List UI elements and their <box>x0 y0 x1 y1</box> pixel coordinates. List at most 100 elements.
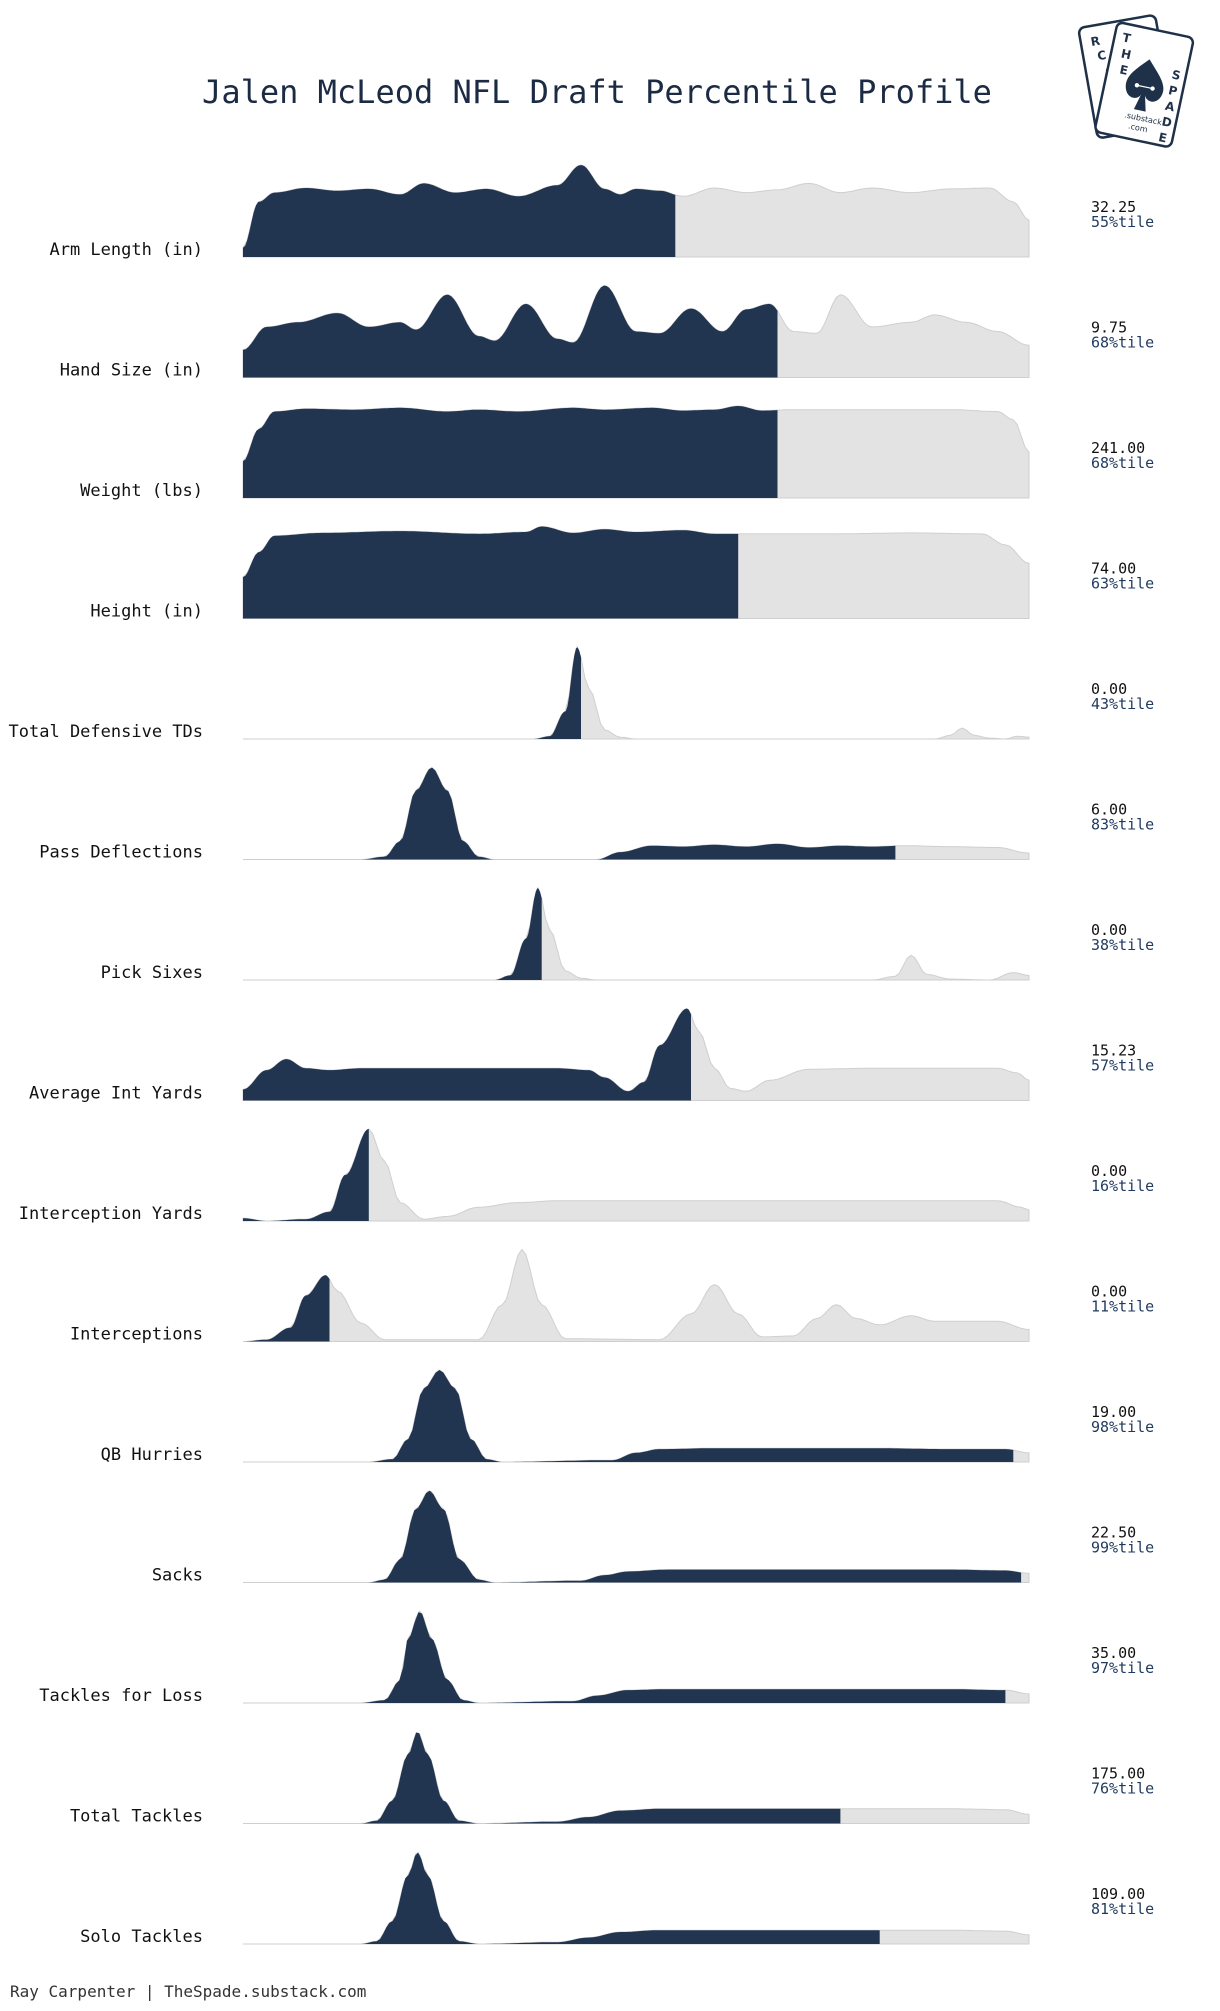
density-percentile-fill <box>243 1275 330 1342</box>
row-percentile: 57%tile <box>1091 1057 1154 1075</box>
row-label: QB Hurries <box>101 1445 203 1465</box>
svg-text:C: C <box>1096 48 1107 63</box>
row-percentile: 43%tile <box>1091 695 1154 713</box>
row-percentile: 97%tile <box>1091 1659 1154 1677</box>
density-percentile-fill <box>243 767 896 860</box>
row-percentile: 55%tile <box>1091 213 1154 231</box>
row-label: Tackles for Loss <box>39 1686 203 1706</box>
row-value: 74.00 <box>1091 560 1136 578</box>
row-label: Hand Size (in) <box>60 361 203 381</box>
row-value: 241.00 <box>1091 439 1145 457</box>
row-value: 175.00 <box>1091 1765 1145 1783</box>
density-background <box>243 886 1030 981</box>
density-percentile-fill <box>243 1370 1014 1462</box>
row-percentile: 81%tile <box>1091 1900 1154 1918</box>
row-label: Height (in) <box>90 602 203 622</box>
row-percentile: 16%tile <box>1091 1177 1154 1195</box>
svg-text:E: E <box>1157 130 1168 145</box>
density-background <box>242 1248 1030 1342</box>
row-label: Total Tackles <box>70 1807 203 1827</box>
density-percentile-fill <box>243 526 739 619</box>
row-label: Average Int Yards <box>29 1084 203 1104</box>
row-value: 32.25 <box>1091 198 1136 216</box>
svg-text:.com: .com <box>1127 121 1148 134</box>
row-value: 0.00 <box>1091 1283 1127 1301</box>
row-label: Sacks <box>152 1566 203 1586</box>
density-percentile-fill <box>243 1612 1006 1703</box>
row-value: 22.50 <box>1091 1524 1136 1542</box>
density-background <box>243 1732 1030 1824</box>
svg-text:T: T <box>1121 30 1133 46</box>
row-percentile: 83%tile <box>1091 816 1154 834</box>
row-label: Solo Tackles <box>80 1927 203 1947</box>
density-percentile-fill <box>243 1732 841 1824</box>
svg-text:P: P <box>1167 83 1179 99</box>
row-label: Pass Deflections <box>39 843 203 863</box>
row-value: 15.23 <box>1091 1042 1136 1060</box>
density-background <box>243 645 1030 740</box>
row-percentile: 11%tile <box>1091 1298 1154 1316</box>
svg-text:S: S <box>1171 67 1182 82</box>
density-percentile-fill <box>243 285 778 378</box>
row-label: Interceptions <box>70 1325 203 1345</box>
row-label: Weight (lbs) <box>80 481 203 501</box>
row-value: 6.00 <box>1091 801 1127 819</box>
svg-text:H: H <box>1120 46 1133 62</box>
density-percentile-fill <box>243 1129 369 1221</box>
density-percentile-fill <box>243 888 542 980</box>
density-background <box>243 1490 1030 1583</box>
row-percentile: 38%tile <box>1091 936 1154 954</box>
svg-text:A: A <box>1164 99 1177 115</box>
density-background <box>243 766 1030 860</box>
row-label: Total Defensive TDs <box>9 722 203 742</box>
row-percentile: 68%tile <box>1091 454 1154 472</box>
density-background <box>243 1369 1030 1463</box>
row-percentile: 98%tile <box>1091 1418 1154 1436</box>
svg-text:E: E <box>1118 63 1129 78</box>
density-background <box>243 1852 1030 1945</box>
row-value: 0.00 <box>1091 1162 1127 1180</box>
row-value: 0.00 <box>1091 680 1127 698</box>
svg-text:R: R <box>1090 34 1102 49</box>
row-value: 0.00 <box>1091 921 1127 939</box>
footer-credit: Ray Carpenter | TheSpade.substack.com <box>10 1982 366 2001</box>
row-value: 109.00 <box>1091 1885 1145 1903</box>
svg-text:D: D <box>1161 114 1174 130</box>
row-value: 19.00 <box>1091 1403 1136 1421</box>
row-percentile: 68%tile <box>1091 334 1154 352</box>
density-percentile-fill <box>243 1490 1022 1583</box>
density-percentile-fill <box>243 406 778 498</box>
row-label: Arm Length (in) <box>49 240 203 260</box>
density-percentile-fill <box>243 647 581 739</box>
density-background <box>242 1128 1030 1222</box>
density-percentile-fill <box>243 165 676 257</box>
the-spade-logo: R C ♠ T H E .substack .com S P A D E <box>1077 14 1195 148</box>
density-percentile-fill <box>243 1008 691 1101</box>
row-label: Interception Yards <box>19 1204 203 1224</box>
row-percentile: 76%tile <box>1091 1780 1154 1798</box>
row-percentile: 63%tile <box>1091 575 1154 593</box>
row-label: Pick Sixes <box>101 963 203 983</box>
density-percentile-fill <box>243 1852 880 1944</box>
chart-title: Jalen McLeod NFL Draft Percentile Profil… <box>202 73 992 111</box>
row-percentile: 99%tile <box>1091 1539 1154 1557</box>
row-value: 35.00 <box>1091 1644 1136 1662</box>
row-value: 9.75 <box>1091 319 1127 337</box>
